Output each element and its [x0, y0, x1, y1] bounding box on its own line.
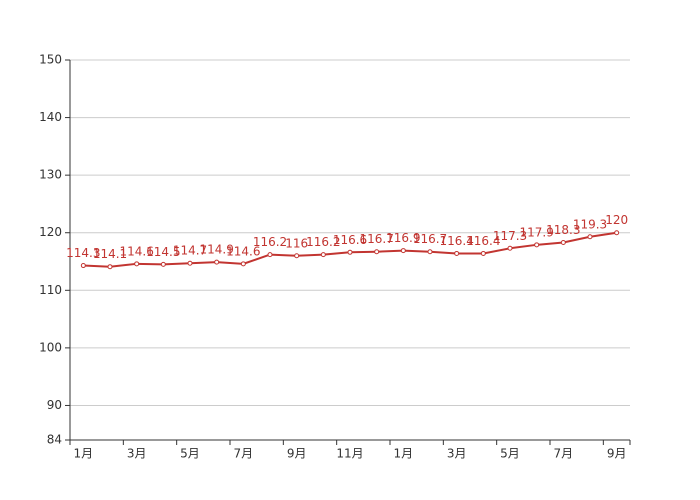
point [267, 252, 273, 258]
point [107, 264, 113, 270]
data-label: 118.3 [546, 223, 580, 237]
data-label: 114.5 [146, 245, 180, 259]
data-label: 119.3 [573, 217, 607, 231]
x-tick-label: 5月 [500, 447, 520, 461]
data-label: 116.9 [386, 231, 420, 245]
data-label: 116.2 [306, 235, 340, 249]
data-label: 116 [285, 236, 308, 250]
x-tick-label: 9月 [287, 447, 307, 461]
point [480, 250, 486, 256]
data-label: 116.6 [333, 233, 367, 247]
data-label: 120 [605, 213, 628, 227]
x-tick-label: 5月 [180, 447, 200, 461]
x-tick-label: 7月 [234, 447, 254, 461]
point [80, 263, 86, 269]
point [374, 249, 380, 255]
y-tick-label: 110 [39, 283, 62, 297]
point [320, 252, 326, 258]
y-tick-label: 84 [47, 433, 62, 447]
y-tick-label: 100 [39, 340, 62, 354]
x-tick-label: 1月 [74, 447, 94, 461]
data-label: 116.7 [359, 232, 393, 246]
data-label: 114.6 [226, 244, 260, 258]
point [160, 261, 166, 267]
data-label: 114.9 [199, 243, 233, 257]
data-label: 116.4 [466, 234, 500, 248]
point [534, 242, 540, 248]
point [400, 248, 406, 254]
point [560, 240, 566, 246]
x-tick-label: 11月 [336, 447, 363, 461]
y-tick-label: 130 [39, 168, 62, 182]
data-label: 114.1 [93, 247, 127, 261]
point [454, 250, 460, 256]
y-tick-label: 140 [39, 110, 62, 124]
point [427, 249, 433, 255]
x-tick-label: 3月 [447, 447, 467, 461]
point [507, 245, 513, 251]
point [187, 260, 193, 266]
point [347, 249, 353, 255]
y-tick-label: 90 [47, 398, 62, 412]
x-tick-label: 3月 [127, 447, 147, 461]
data-label: 114.7 [173, 244, 207, 258]
data-label: 114.6 [119, 244, 153, 258]
x-tick-label: 1月 [394, 447, 414, 461]
point [240, 261, 246, 267]
point [614, 230, 620, 236]
point [214, 259, 220, 265]
point [587, 234, 593, 240]
y-tick-label: 150 [39, 53, 62, 67]
y-tick-label: 120 [39, 225, 62, 239]
x-tick-label: 9月 [607, 447, 627, 461]
data-label: 114.3 [66, 246, 100, 260]
data-label: 116.4 [439, 234, 473, 248]
point [294, 253, 300, 259]
point [134, 261, 140, 267]
x-tick-label: 7月 [554, 447, 574, 461]
data-label: 116.7 [413, 232, 447, 246]
data-label: 117.3 [493, 229, 527, 243]
data-label: 117.9 [519, 225, 553, 239]
data-label: 116.2 [253, 235, 287, 249]
